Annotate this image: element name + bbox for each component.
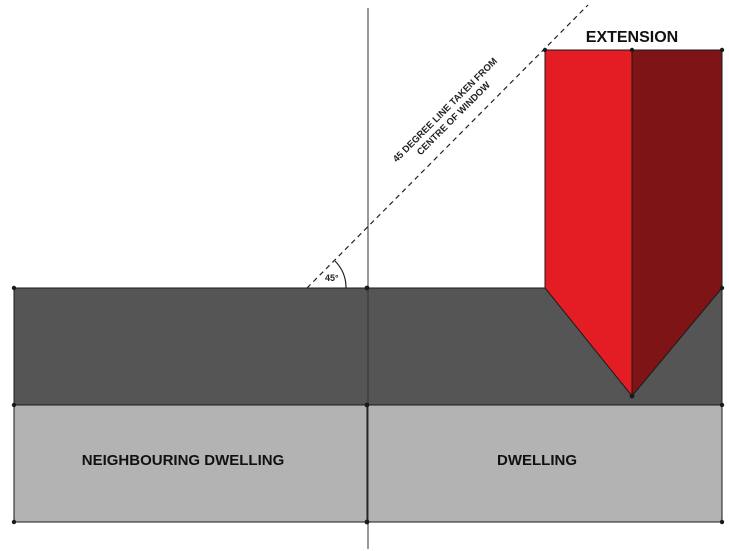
- rule-annotation: 45 DEGREE LINE TAKEN FROM CENTRE OF WIND…: [391, 56, 500, 165]
- neighbouring-dwelling-label: NEIGHBOURING DWELLING: [82, 452, 285, 469]
- extension-label: EXTENSION: [586, 29, 678, 46]
- dwelling-block: [366, 404, 723, 523]
- corner-dot: [11, 402, 17, 408]
- corner-dot: [719, 402, 725, 408]
- corner-dot: [11, 519, 17, 525]
- corner-dots: [11, 47, 725, 525]
- corner-dot: [364, 285, 370, 291]
- angle-label: 45°: [325, 273, 339, 283]
- corner-dot: [719, 285, 725, 291]
- corner-dot: [719, 519, 725, 525]
- corner-dot: [364, 402, 370, 408]
- corner-dot: [11, 285, 17, 291]
- neighbouring-dwelling-block: [13, 404, 368, 523]
- rule-annotation-line-1: 45 DEGREE LINE TAKEN FROM: [391, 56, 500, 165]
- angle-arc: [334, 260, 347, 289]
- corner-dot: [629, 393, 635, 399]
- corner-dot: [542, 47, 548, 53]
- rule-annotation-line-2: CENTRE OF WINDOW: [415, 80, 493, 158]
- forty-five-degree-line: [306, 4, 589, 289]
- corner-dot: [629, 47, 635, 53]
- dwelling-label: DWELLING: [497, 452, 577, 469]
- corner-dot: [719, 47, 725, 53]
- corner-dot: [364, 519, 370, 525]
